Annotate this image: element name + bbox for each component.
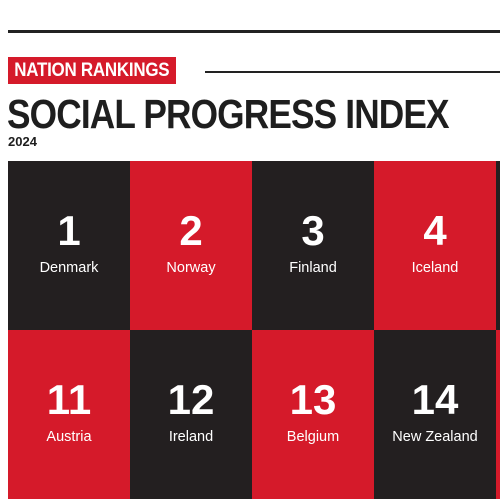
rank-tile-partial bbox=[496, 330, 500, 499]
rank-number: 2 bbox=[179, 207, 203, 254]
rank-tile: 4 Iceland bbox=[374, 161, 496, 330]
rank-number: 13 bbox=[289, 376, 337, 423]
rank-tile: 3 Finland bbox=[252, 161, 374, 330]
rank-number: 3 bbox=[301, 207, 325, 254]
top-rule bbox=[8, 30, 500, 33]
country-name: Belgium bbox=[286, 429, 340, 445]
rank-number: 14 bbox=[411, 376, 459, 423]
tag-divider bbox=[205, 71, 500, 73]
rank-number: 12 bbox=[167, 376, 215, 423]
rank-tile: 12 Ireland bbox=[130, 330, 252, 499]
country-name: Austria bbox=[46, 429, 92, 445]
rank-number: 4 bbox=[423, 207, 447, 254]
rankings-grid: 1 Denmark 2 Norway 3 Finland 4 Iceland 1… bbox=[8, 161, 500, 500]
rank-tile: 14 New Zealand bbox=[374, 330, 496, 499]
rank-tile: 13 Belgium bbox=[252, 330, 374, 499]
country-name: Denmark bbox=[39, 260, 99, 276]
country-name: Norway bbox=[166, 260, 216, 276]
country-name: Iceland bbox=[411, 260, 459, 276]
rank-tile: 2 Norway bbox=[130, 161, 252, 330]
country-name: New Zealand bbox=[392, 429, 478, 445]
rank-number: 1 bbox=[57, 207, 81, 254]
rank-number: 11 bbox=[46, 376, 92, 423]
rank-tile-partial bbox=[496, 161, 500, 330]
rank-tile: 1 Denmark bbox=[8, 161, 130, 330]
country-name: Ireland bbox=[168, 429, 214, 445]
rank-tile: 11 Austria bbox=[8, 330, 130, 499]
year-label: 2024 bbox=[8, 134, 37, 149]
section-tag: NATION RANKINGS bbox=[8, 57, 176, 84]
country-name: Finland bbox=[289, 260, 337, 276]
page-title: SOCIAL PROGRESS INDEX bbox=[7, 91, 450, 137]
